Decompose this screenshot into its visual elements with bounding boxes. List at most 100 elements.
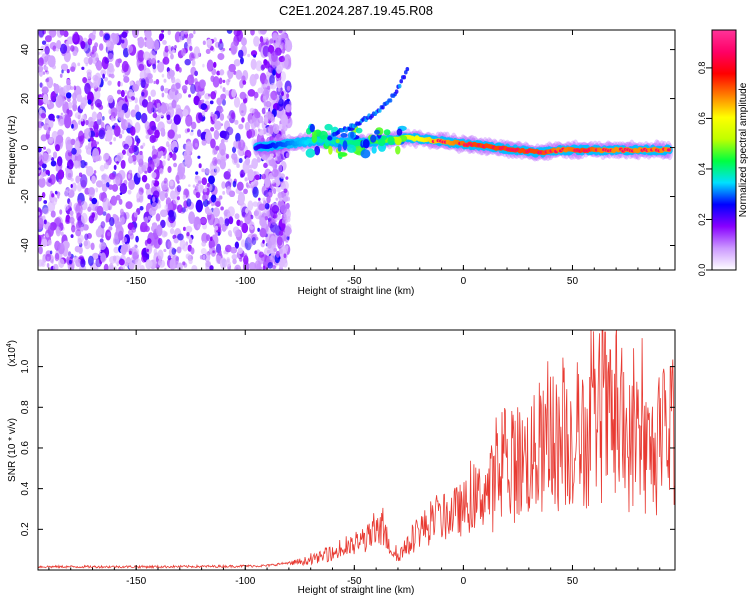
spectrogram-y-tick-label: 40	[20, 44, 31, 56]
noise-blob	[101, 56, 109, 70]
spectrogram-x-tick-label: -50	[347, 276, 362, 287]
noise-blob	[244, 149, 252, 159]
noise-blob	[128, 155, 133, 164]
noise-blob	[119, 192, 123, 195]
noise-blob	[277, 192, 282, 199]
noise-blob	[46, 263, 50, 268]
noise-blob	[247, 169, 255, 181]
noise-blob	[285, 105, 291, 113]
noise-blob	[61, 69, 64, 74]
noise-blob	[271, 51, 278, 63]
noise-blob	[116, 89, 122, 95]
noise-blob	[134, 122, 141, 134]
noise-blob	[55, 95, 63, 108]
noise-blob	[220, 93, 227, 100]
noise-blob	[186, 231, 190, 237]
noise-blob	[113, 137, 117, 142]
noise-blob	[145, 134, 150, 139]
noise-blob	[141, 91, 145, 97]
noise-blob	[239, 91, 247, 100]
noise-blob	[65, 40, 70, 47]
noise-blob	[112, 213, 117, 219]
signal-scatter	[305, 148, 316, 158]
noise-blob	[202, 40, 206, 46]
noise-blob	[217, 52, 225, 61]
noise-blob	[45, 35, 52, 43]
noise-blob	[222, 87, 226, 93]
noise-blob	[99, 30, 104, 38]
noise-blob	[105, 40, 111, 48]
noise-blob	[213, 129, 220, 140]
noise-blob	[270, 235, 275, 241]
noise-blob	[98, 242, 107, 250]
noise-blob	[160, 209, 168, 218]
noise-blob	[176, 204, 183, 214]
noise-blob	[91, 111, 98, 121]
noise-blob	[249, 119, 253, 125]
noise-blob	[127, 173, 131, 179]
noise-blob	[145, 259, 152, 270]
noise-blob	[169, 180, 174, 187]
snr-scale-exponent: 4	[6, 343, 13, 347]
noise-blob	[128, 169, 133, 174]
noise-blob	[107, 62, 114, 73]
noise-blob	[41, 40, 47, 45]
noise-blob	[223, 250, 227, 255]
noise-blob	[267, 85, 271, 90]
noise-blob	[72, 127, 76, 132]
noise-blob	[87, 186, 96, 195]
signal-scatter	[340, 132, 348, 138]
noise-blob	[219, 69, 225, 76]
noise-blob	[262, 265, 266, 270]
snr-frame	[37, 329, 676, 571]
noise-blob	[151, 180, 155, 184]
noise-blob	[171, 87, 175, 92]
noise-blob	[69, 210, 74, 216]
svg-text:(x104): (x104)	[6, 340, 18, 367]
noise-blob	[162, 56, 170, 65]
noise-blob	[78, 246, 83, 255]
noise-blob	[163, 248, 167, 253]
noise-blob	[182, 194, 187, 200]
noise-blob	[156, 224, 163, 237]
noise-blob	[60, 231, 64, 236]
noise-blob	[119, 82, 123, 87]
noise-blob	[160, 85, 165, 92]
noise-blob	[48, 113, 55, 121]
noise-blob	[53, 263, 59, 270]
noise-blob	[85, 119, 89, 126]
signal-scatter	[337, 143, 342, 152]
noise-blob	[285, 245, 289, 250]
noise-blob	[280, 90, 284, 97]
noise-blob	[244, 177, 248, 182]
noise-blob	[159, 190, 166, 202]
noise-blob	[199, 255, 203, 260]
noise-blob	[95, 187, 99, 193]
noise-blob	[244, 213, 252, 225]
noise-blob	[121, 149, 126, 155]
noise-blob	[99, 238, 104, 243]
noise-blob	[140, 221, 148, 233]
noise-blob	[95, 132, 99, 138]
noise-blob	[206, 59, 214, 72]
noise-blob	[133, 145, 140, 156]
snr-y-tick-label: 0.6	[20, 441, 31, 455]
noise-blob	[257, 227, 260, 232]
noise-blob	[139, 206, 144, 211]
noise-blob	[84, 82, 91, 95]
noise-blob	[106, 231, 111, 237]
noise-blob	[65, 214, 71, 223]
noise-blob	[168, 209, 174, 218]
noise-blob	[247, 53, 251, 58]
noise-blob	[68, 259, 72, 265]
noise-blob	[147, 166, 152, 174]
noise-blob	[82, 224, 89, 231]
snr-x-tick-label: 0	[461, 576, 467, 587]
noise-blob	[38, 217, 44, 230]
noise-blob	[49, 30, 57, 38]
noise-blob	[139, 150, 143, 156]
noise-blob	[185, 114, 193, 127]
noise-blob	[199, 184, 204, 190]
noise-blob	[38, 177, 46, 188]
noise-blob	[84, 127, 91, 140]
